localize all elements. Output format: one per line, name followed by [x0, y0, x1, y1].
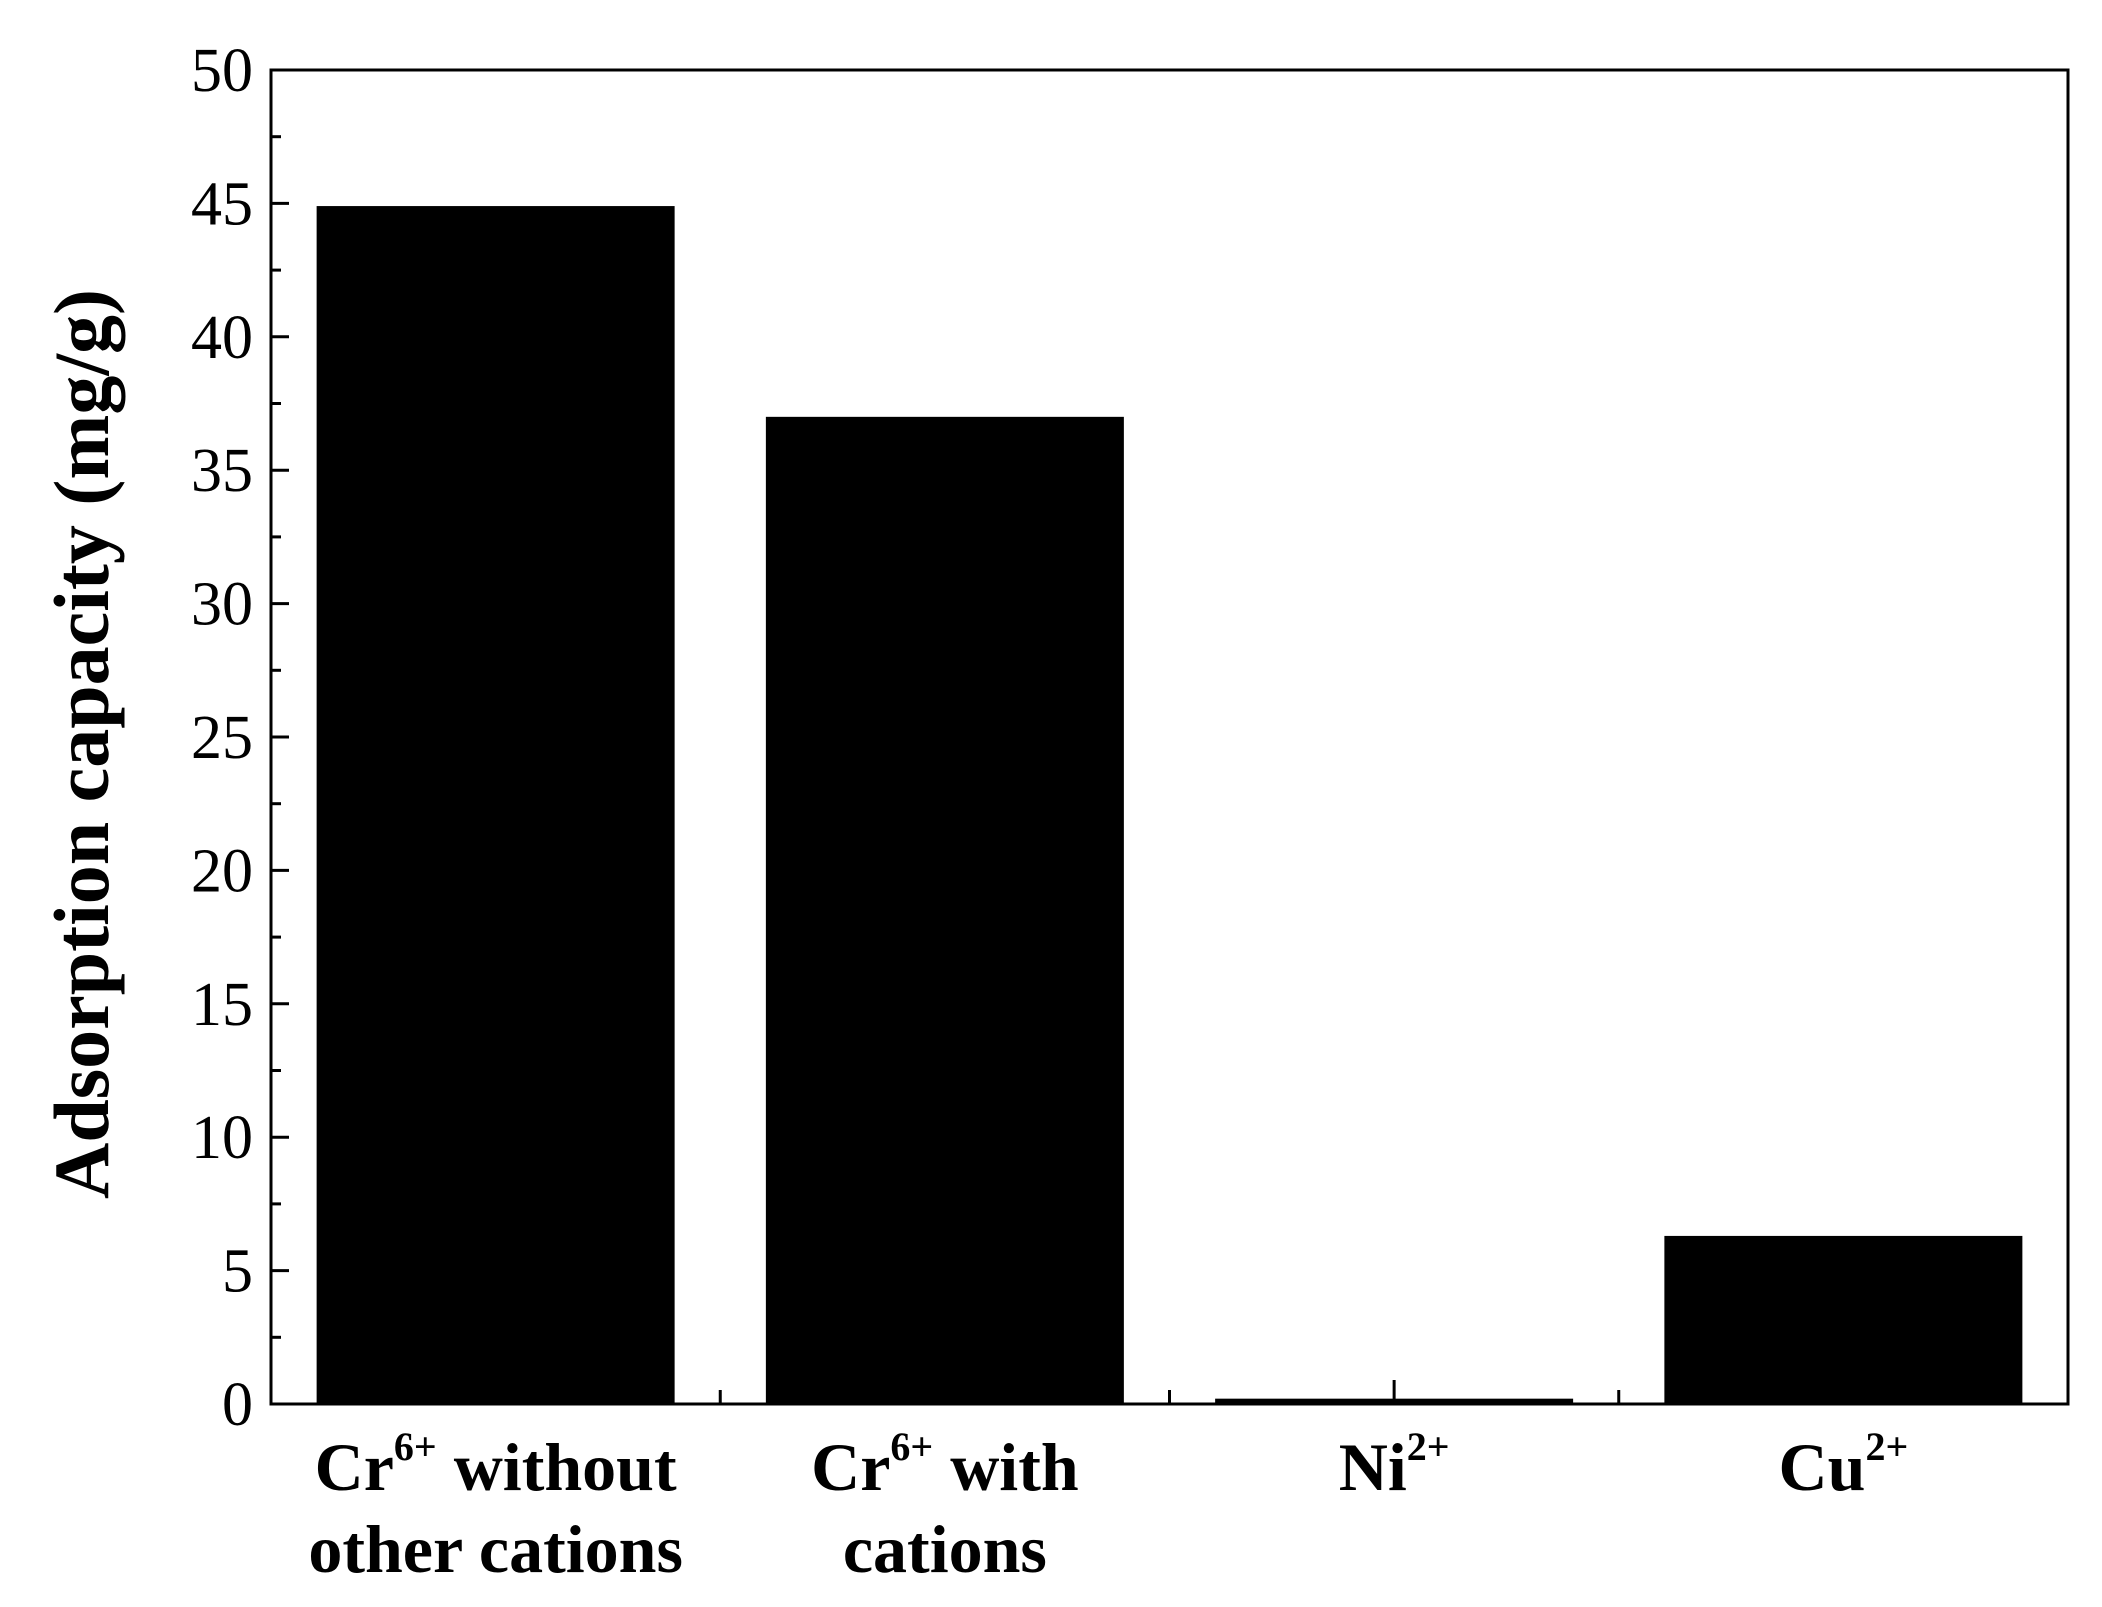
y-tick-label: 25 — [191, 704, 253, 772]
y-tick-label: 5 — [222, 1238, 253, 1306]
y-tick-label: 0 — [222, 1371, 253, 1439]
y-tick-label: 15 — [191, 971, 253, 1039]
y-tick-label: 30 — [191, 571, 253, 639]
y-tick-label: 20 — [191, 837, 253, 905]
x-category-label: Ni2+ — [1339, 1424, 1450, 1505]
x-category-label: other cations — [308, 1511, 683, 1587]
x-category-label: Cu2+ — [1779, 1424, 1909, 1505]
y-ticks-group: 0 5 10 15 20 25 30 35 40 45 50 — [191, 37, 289, 1439]
x-category-label: Cr6+ with — [811, 1424, 1079, 1505]
y-axis-label: Adsorption capacity (mg/g) — [38, 289, 125, 1199]
y-tick-label: 10 — [191, 1104, 253, 1172]
bar-1 — [316, 206, 675, 1404]
bars-group — [316, 206, 2023, 1405]
y-tick-label: 50 — [191, 37, 253, 105]
bar-2 — [765, 416, 1124, 1405]
bar-4 — [1664, 1235, 2023, 1404]
x-category-label: cations — [843, 1511, 1047, 1587]
y-tick-label: 45 — [191, 170, 253, 238]
y-tick-label: 35 — [191, 437, 253, 505]
y-tick-label: 40 — [191, 304, 253, 372]
x-category-label: Cr6+ without — [315, 1424, 677, 1505]
